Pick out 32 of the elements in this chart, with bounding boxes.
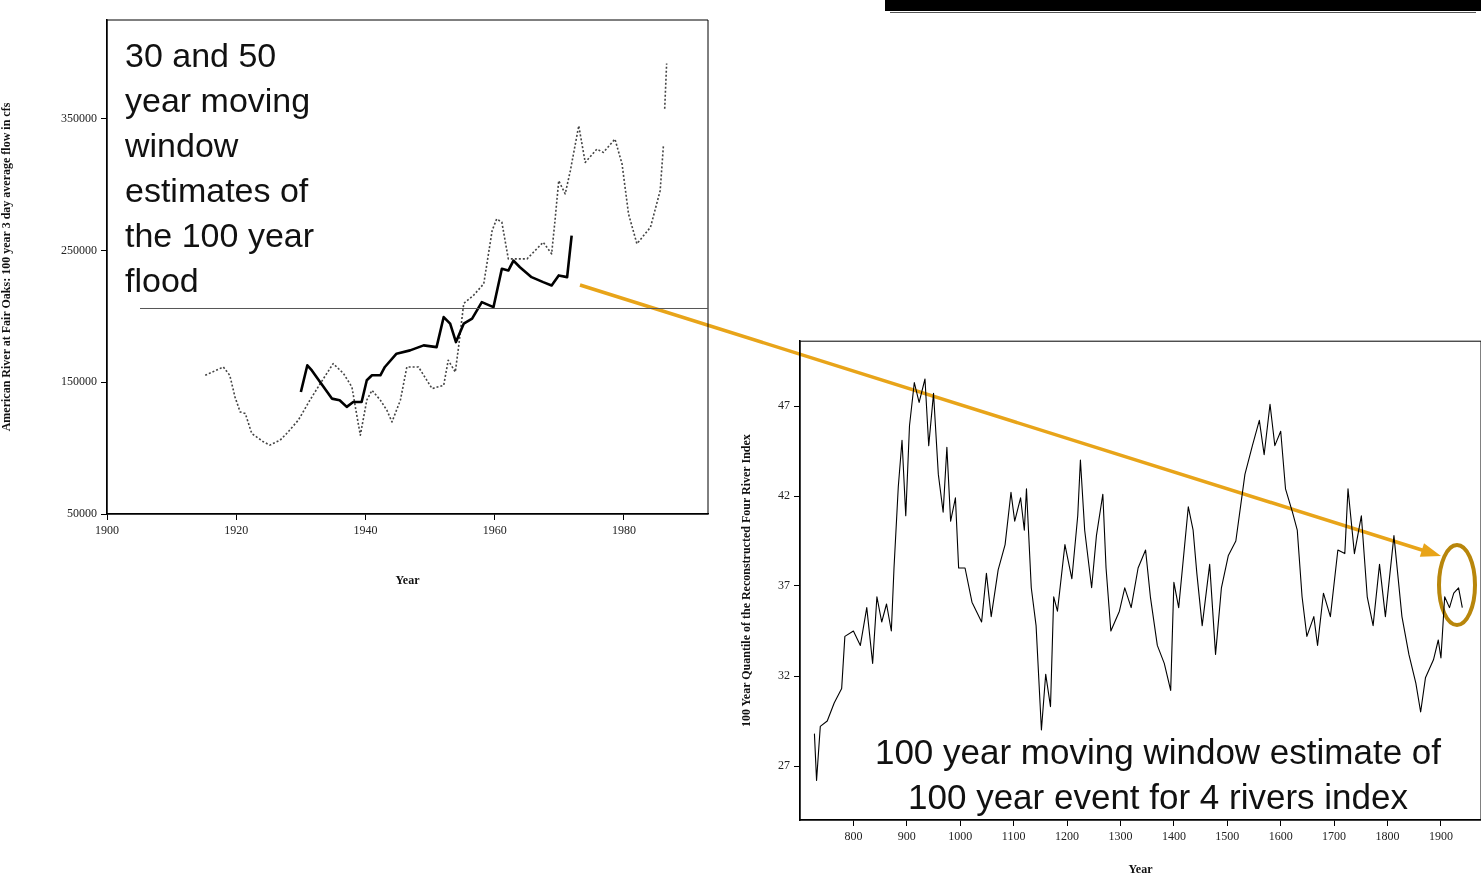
x-axis-title: Year bbox=[395, 572, 421, 587]
x-tick-label: 1800 bbox=[1375, 829, 1400, 844]
y-tick-label: 250000 bbox=[61, 242, 97, 257]
y-tick-label: 50000 bbox=[67, 506, 97, 521]
x-tick-label: 900 bbox=[897, 829, 916, 844]
y-tick-label: 32 bbox=[778, 668, 790, 683]
x-tick-label: 1940 bbox=[353, 523, 378, 538]
x-tick-label: 1700 bbox=[1322, 829, 1347, 844]
x-tick-label: 1200 bbox=[1055, 829, 1080, 844]
annotation: 100 year moving window estimate of 100 year event for 4 rivers index bbox=[874, 731, 1442, 816]
y-tick-label: 37 bbox=[778, 578, 790, 593]
x-tick-label: 1100 bbox=[1001, 829, 1026, 844]
x-tick-label: 1400 bbox=[1161, 829, 1186, 844]
x-tick-label: 1600 bbox=[1268, 829, 1293, 844]
y-tick-label: 42 bbox=[778, 488, 790, 503]
y-tick-label: 150000 bbox=[61, 374, 97, 389]
x-tick-label: 1500 bbox=[1215, 829, 1240, 844]
x-tick-label: 1900 bbox=[95, 523, 119, 538]
x-tick-label: 1000 bbox=[948, 829, 973, 844]
x-tick-label: 1300 bbox=[1108, 829, 1133, 844]
y-tick-label: 350000 bbox=[61, 110, 97, 125]
y-axis-title: American River at Fair Oaks: 100 year 3 day average flow in cfs bbox=[0, 102, 14, 432]
annotation: 30 and 50 year moving window estimates of the 100 year flood bbox=[124, 36, 315, 300]
x-tick-label: 1920 bbox=[224, 523, 249, 538]
y-tick-label: 27 bbox=[778, 758, 790, 773]
x-axis-title: Year bbox=[1128, 861, 1154, 876]
x-tick-label: 1980 bbox=[611, 523, 636, 538]
x-tick-label: 800 bbox=[844, 829, 863, 844]
y-tick-label: 47 bbox=[778, 398, 790, 413]
x-tick-label: 1900 bbox=[1428, 829, 1453, 844]
y-axis-title: 100 Year Quantile of the Reconstructed Four River Index bbox=[739, 434, 754, 728]
x-tick-label: 1960 bbox=[482, 523, 507, 538]
